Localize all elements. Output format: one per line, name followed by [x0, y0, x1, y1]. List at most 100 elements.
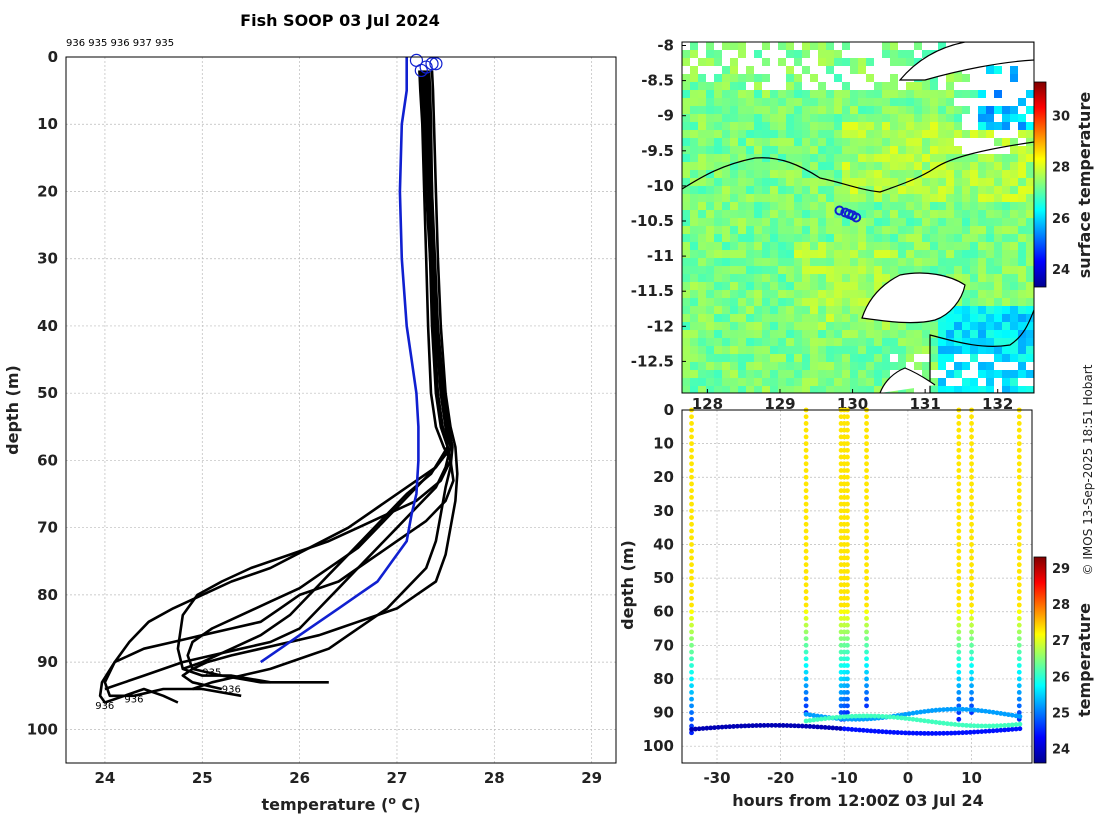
sst-pixel	[906, 250, 914, 258]
sst-pixel	[1018, 186, 1026, 194]
sst-pixel	[746, 138, 754, 146]
timeseries-bottom-point	[849, 713, 855, 719]
timeseries-bottom-point	[922, 709, 927, 714]
sst-pixel	[946, 322, 954, 330]
timeseries-point	[969, 488, 974, 494]
timeseries-bottom-point	[994, 723, 1000, 729]
sst-pixel	[970, 306, 978, 314]
sst-pixel	[714, 194, 722, 202]
sst-pixel	[738, 338, 746, 346]
timeseries-point	[956, 481, 962, 487]
sst-pixel	[794, 130, 802, 138]
timeseries-x-tick: 0	[903, 769, 913, 787]
sst-pixel	[970, 386, 978, 393]
sst-pixel	[986, 362, 994, 370]
sst-pixel	[994, 250, 1002, 258]
sst-pixel	[834, 218, 842, 226]
timeseries-bottom-point	[918, 730, 924, 736]
sst-map-x-tick: 128	[692, 395, 723, 413]
sst-pixel	[770, 170, 778, 178]
sst-pixel	[994, 218, 1002, 226]
timeseries-point	[689, 710, 694, 715]
sst-pixel	[722, 298, 730, 306]
sst-pixel	[930, 194, 938, 202]
sst-pixel	[986, 258, 994, 266]
sst-pixel	[1018, 346, 1026, 354]
sst-pixel	[1010, 218, 1018, 226]
sst-pixel	[738, 290, 746, 298]
sst-pixel	[994, 354, 1002, 362]
timeseries-bottom-point	[818, 724, 824, 730]
sst-pixel	[794, 266, 802, 274]
sst-pixel	[794, 346, 802, 354]
timeseries-point	[1016, 676, 1022, 682]
timeseries-bottom-point	[750, 723, 756, 729]
timeseries-bottom-point	[799, 723, 805, 729]
sst-pixel	[906, 194, 914, 202]
timeseries-point	[803, 454, 809, 460]
sst-map-y-tick: -9	[657, 107, 674, 125]
sst-pixel	[1026, 162, 1034, 170]
sst-pixel	[962, 282, 970, 290]
sst-pixel	[866, 282, 874, 290]
sst-pixel	[842, 210, 850, 218]
sst-pixel	[754, 74, 762, 82]
sst-pixel	[826, 330, 834, 338]
timeseries-y-tick: 70	[653, 636, 674, 654]
sst-pixel	[1010, 74, 1018, 82]
sst-pixel	[962, 178, 970, 186]
sst-pixel	[730, 306, 738, 314]
sst-pixel	[722, 122, 730, 130]
sst-pixel	[714, 346, 722, 354]
sst-pixel	[738, 106, 746, 114]
sst-pixel	[738, 282, 746, 290]
sst-pixel	[746, 98, 754, 106]
sst-pixel	[954, 202, 962, 210]
sst-pixel	[738, 210, 746, 218]
sst-pixel	[690, 82, 698, 90]
timeseries-point	[864, 555, 869, 561]
sst-pixel	[826, 386, 834, 393]
sst-pixel	[946, 114, 954, 122]
sst-pixel	[706, 226, 714, 234]
sst-pixel	[690, 370, 698, 378]
sst-pixel	[826, 146, 834, 154]
sst-pixel	[954, 234, 962, 242]
timeseries-point	[689, 723, 694, 729]
timeseries-bottom-point	[975, 707, 981, 713]
sst-pixel	[786, 146, 794, 154]
sst-pixel	[706, 250, 714, 258]
sst-pixel	[994, 226, 1002, 234]
timeseries-bottom-point	[925, 718, 931, 724]
sst-pixel	[762, 346, 770, 354]
sst-pixel	[690, 170, 698, 178]
timeseries-point	[1016, 521, 1022, 527]
sst-pixel	[778, 42, 786, 50]
sst-map-x-tick: 129	[764, 395, 795, 413]
sst-pixel	[770, 250, 778, 258]
sst-pixel	[938, 314, 946, 322]
sst-pixel	[778, 226, 786, 234]
timeseries-point	[689, 730, 694, 736]
timeseries-point	[845, 454, 850, 460]
timeseries-bottom-point	[983, 723, 988, 729]
sst-pixel	[922, 138, 930, 146]
timeseries-point	[864, 595, 869, 601]
timeseries-bottom-point	[929, 708, 935, 713]
sst-pixel	[786, 66, 794, 74]
sst-colorbar	[1033, 81, 1047, 288]
sst-pixel	[794, 170, 802, 178]
sst-pixel	[714, 322, 722, 330]
sst-pixel	[786, 82, 794, 90]
sst-pixel	[738, 306, 746, 314]
sst-pixel	[1010, 306, 1018, 314]
timeseries-point	[864, 696, 869, 702]
sst-pixel	[722, 250, 730, 258]
sst-pixel	[746, 266, 754, 274]
timeseries-point	[969, 636, 974, 642]
sst-pixel	[1010, 258, 1018, 266]
sst-pixels	[682, 42, 1034, 393]
sst-pixel	[826, 162, 834, 170]
sst-pixel	[834, 106, 842, 114]
sst-pixel	[986, 370, 994, 378]
